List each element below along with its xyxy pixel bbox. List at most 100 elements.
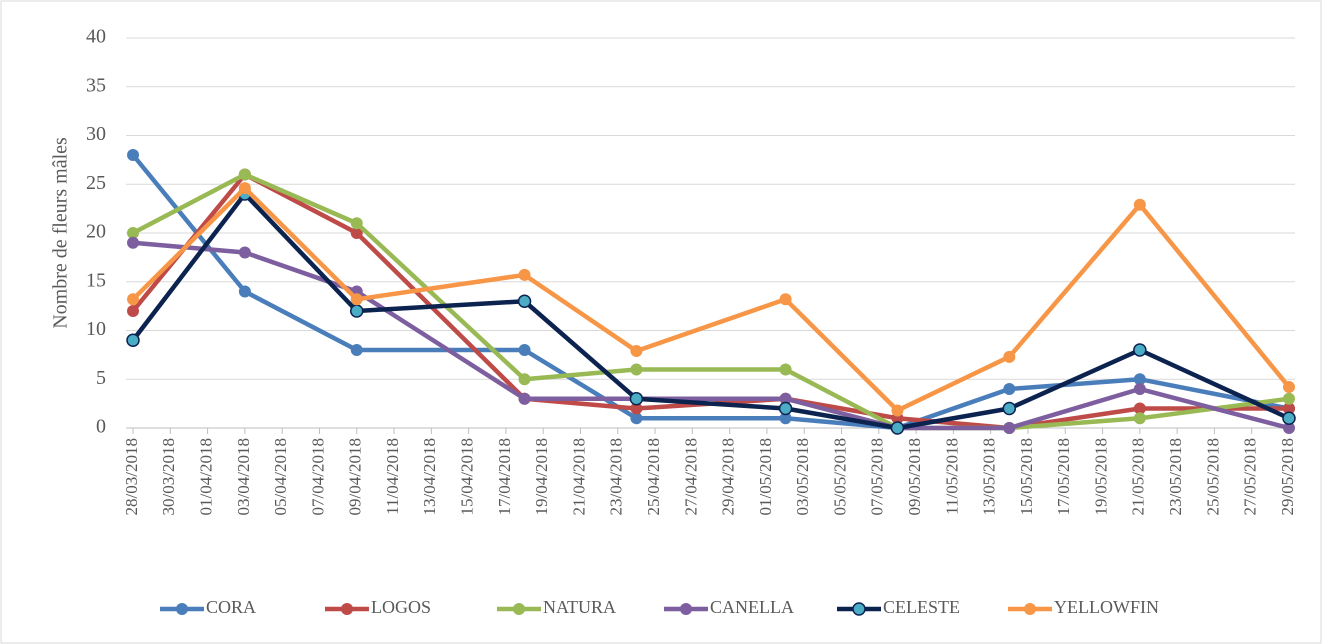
series-line	[131, 172, 1290, 431]
data-point	[1133, 412, 1146, 425]
data-point	[779, 293, 792, 306]
x-tick-label: 19/05/2018	[1091, 438, 1110, 515]
data-point	[891, 404, 904, 417]
data-point	[1283, 392, 1295, 405]
x-tick-label: 03/04/2018	[234, 438, 253, 515]
x-tick-label: 07/04/2018	[308, 438, 327, 515]
x-tick-label: 11/05/2018	[942, 438, 961, 515]
data-point	[238, 246, 251, 259]
data-point	[779, 392, 792, 405]
x-tick-label: 28/03/2018	[122, 438, 141, 515]
x-tick-label: 15/04/2018	[458, 438, 477, 515]
x-tick-label: 23/05/2018	[1166, 438, 1185, 515]
data-point	[238, 168, 251, 181]
data-point	[1133, 198, 1146, 211]
x-tick-label: 13/04/2018	[420, 438, 439, 515]
data-point	[350, 217, 363, 230]
legend-marker	[680, 603, 692, 615]
data-point	[350, 344, 363, 356]
data-point	[1133, 383, 1146, 395]
y-tick-label: 25	[86, 172, 106, 194]
y-tick-label: 15	[86, 269, 106, 291]
legend-marker	[513, 603, 525, 615]
x-tick-label: 29/04/2018	[719, 438, 738, 515]
x-tick-label: 11/04/2018	[383, 438, 402, 515]
x-tick-label: 01/05/2018	[756, 438, 775, 515]
data-point	[1283, 402, 1295, 415]
x-tick-label: 29/05/2018	[1278, 438, 1297, 515]
legend-marker	[176, 603, 188, 615]
series-line	[131, 153, 1290, 431]
y-axis-label: Nombre de fleurs mâles	[50, 137, 72, 329]
y-tick-label: 10	[86, 318, 106, 340]
data-point	[127, 227, 139, 239]
data-point	[518, 268, 531, 281]
x-tick-label: 21/04/2018	[569, 438, 588, 515]
x-tick-label: 17/04/2018	[495, 438, 514, 515]
series-line	[131, 191, 1290, 431]
data-point	[1002, 401, 1017, 416]
data-point	[1282, 411, 1296, 425]
data-point	[630, 344, 643, 357]
legend-label: NATURA	[543, 597, 616, 617]
data-point	[238, 285, 251, 298]
x-tick-label: 09/04/2018	[346, 438, 365, 515]
x-tick-label: 19/04/2018	[532, 438, 551, 515]
data-point	[1283, 422, 1295, 434]
data-point	[630, 402, 643, 415]
data-point	[349, 304, 364, 318]
x-tick-label: 05/04/2018	[271, 438, 290, 515]
data-point	[127, 149, 139, 161]
legend-label: LOGOS	[371, 597, 431, 617]
legend-label: CANELLA	[710, 597, 794, 617]
x-tick-label: 01/04/2018	[196, 438, 215, 515]
x-tick-label: 07/05/2018	[868, 438, 887, 515]
legend-label: YELLOWFIN	[1054, 597, 1159, 617]
data-point	[518, 392, 531, 405]
data-point	[350, 227, 363, 239]
data-point	[1133, 402, 1146, 415]
data-point	[517, 294, 532, 308]
legend-marker	[1024, 603, 1036, 615]
y-tick-label: 20	[86, 221, 106, 243]
data-point	[238, 182, 251, 195]
x-tick-label: 23/04/2018	[607, 438, 626, 515]
data-point	[629, 392, 644, 406]
legend-label: CELESTE	[883, 597, 960, 617]
x-tick-label: 17/05/2018	[1054, 438, 1073, 515]
x-tick-label: 27/05/2018	[1241, 438, 1260, 515]
y-tick-label: 35	[86, 74, 106, 96]
y-tick-label: 5	[96, 367, 106, 389]
data-point	[127, 305, 139, 317]
data-point	[630, 412, 643, 425]
data-point	[126, 333, 140, 347]
x-tick-label: 27/04/2018	[681, 438, 700, 515]
x-tick-label: 05/05/2018	[830, 438, 849, 515]
legend-marker	[852, 602, 866, 616]
data-point	[1133, 373, 1146, 386]
series-line	[132, 240, 1290, 431]
x-tick-label: 13/05/2018	[980, 438, 999, 515]
data-point	[1003, 383, 1016, 395]
x-tick-label: 15/05/2018	[1017, 438, 1036, 515]
x-tick-label: 25/05/2018	[1203, 438, 1222, 515]
data-point	[127, 293, 139, 306]
data-point	[778, 401, 793, 416]
data-point	[1133, 343, 1147, 357]
y-tick-label: 30	[86, 123, 106, 145]
legend-label: CORA	[206, 597, 256, 617]
x-tick-label: 09/05/2018	[905, 438, 924, 515]
data-point	[630, 363, 643, 376]
data-point	[518, 344, 531, 356]
data-point	[890, 421, 905, 435]
x-tick-label: 21/05/2018	[1129, 438, 1148, 515]
data-point	[350, 293, 363, 306]
x-tick-label: 30/03/2018	[159, 438, 178, 515]
data-point	[1283, 381, 1295, 394]
data-point	[779, 412, 792, 425]
series-line	[131, 185, 1291, 413]
legend-marker	[341, 603, 353, 615]
data-point	[779, 363, 792, 376]
